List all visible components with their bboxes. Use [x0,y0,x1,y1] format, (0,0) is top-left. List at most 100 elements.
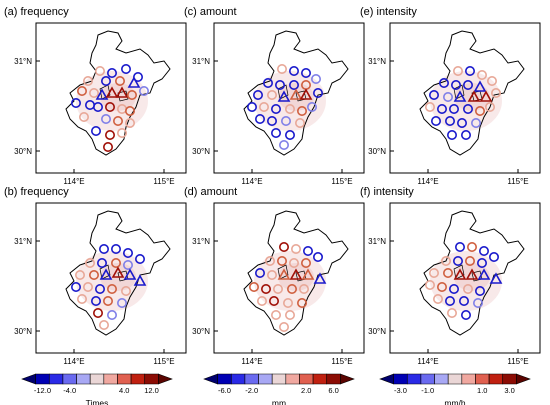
district-boundary [277,264,289,280]
station-triangle [111,266,125,278]
colorbar-swatch [35,373,50,385]
station-triangle [301,268,315,280]
station-circle [461,130,472,141]
map-frame [389,202,541,354]
station-circle [289,257,300,268]
colorbar-swatch [379,373,394,385]
station-circle [285,104,296,115]
station-circle [428,268,439,279]
station-circle [463,104,474,115]
station-circle [487,75,498,86]
lat-tick-label: 31°N [192,57,210,66]
station-circle [98,320,109,331]
lon-tick-label: 115°E [507,177,528,186]
station-circle [121,63,132,74]
station-triangle [289,268,303,280]
colorbar-3: -3.0 -1.0 1.0 3.0 mm/h [379,373,531,405]
colorbar-tick-label: -3.0 [394,386,407,395]
station-circle [285,310,296,321]
colorbar-swatch [340,373,355,385]
station-circle [125,106,136,117]
station-circle [438,77,449,88]
station-circle [289,65,300,76]
lon-tick-label: 115°E [331,357,352,366]
panel-title: (e) intensity [360,6,417,18]
city-boundary [243,30,349,156]
station-circle [303,245,314,256]
station-triangle [479,90,493,102]
station-circle [424,102,435,113]
lat-tick-label: 31°N [368,237,386,246]
station-circle [489,251,500,262]
station-circle [461,310,472,321]
station-circle [74,270,85,281]
lat-tick-label: 31°N [14,57,32,66]
station-circle [266,90,277,101]
map-panel-b: (b) frequency 31°N 30°N 114°E 115°E [4,186,187,366]
station-circle [301,67,312,78]
station-circle [135,253,146,264]
station-circle [289,79,300,90]
map-panel-c: (c) amount 31°N 30°N 114°E 115°E [184,6,365,186]
colorbar-unit: mm/h [444,398,466,405]
colorbar-swatch [285,373,300,385]
station-circle [121,286,132,297]
colorbar-tick-label: -2.0 [245,386,258,395]
lat-tick-label: 30°N [368,147,386,156]
station-circle [123,247,134,258]
station-circle [258,102,269,113]
station-circle [105,130,116,141]
station-circle [313,88,324,99]
station-circle [279,140,290,151]
station-circle [256,296,267,307]
map-frame [213,22,365,174]
colorbar-swatch [516,373,531,385]
station-circle [88,270,99,281]
station-triangle [105,86,119,98]
station-triangle [453,90,467,102]
colorbar-swatch [312,373,328,385]
colorbar-swatch [461,373,476,385]
station-circle [457,118,468,129]
station-triangle [467,90,481,102]
station-triangle [313,272,327,284]
city-boundary [65,30,171,156]
station-circle [105,102,116,113]
colorbar-swatch [130,373,146,385]
map-frame [389,22,541,174]
station-circle [268,296,279,307]
map-panel-f: (f) intensity 31°N 30°N 114°E 115°E [360,186,541,366]
station-circle [248,282,259,293]
station-circle [107,284,118,295]
lon-tick-label: 115°E [153,357,174,366]
station-circle [442,92,453,103]
colorbar-tick-label: 6.0 [328,386,338,395]
station-circle [485,102,496,113]
station-circle [115,75,126,86]
colorbar-swatch [230,373,246,385]
station-circle [70,98,81,109]
station-circle [473,298,484,309]
station-triangle [277,90,291,102]
colorbar-1: -12.0 -4.0 4.0 12.0 Times [21,373,173,405]
station-triangle [95,88,109,100]
colorbar-swatch [21,373,36,385]
station-circle [139,85,150,96]
station-circle [452,65,463,76]
colorbar-swatch [488,373,504,385]
station-circle [283,298,294,309]
station-triangle [453,268,467,280]
station-triangle [473,80,487,92]
station-circle [76,85,87,96]
station-circle [446,308,457,319]
station-circle [92,308,103,319]
station-circle [477,257,488,268]
station-circle [297,298,308,309]
station-circle [491,88,502,99]
map-panel-a: (a) frequency 31°N 30°N 114°E 115°E [4,6,187,186]
station-circle [94,284,105,295]
station-circle [279,241,290,252]
colorbar-swatch [502,373,517,385]
station-circle [307,102,318,113]
